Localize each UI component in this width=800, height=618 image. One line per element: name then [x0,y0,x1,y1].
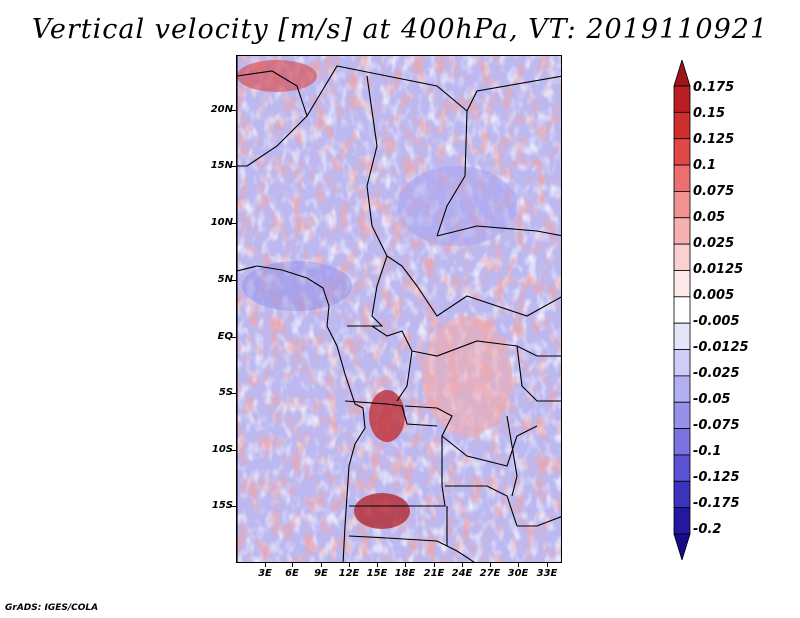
lon-tick [490,563,491,567]
colorbar-segment [673,454,691,482]
latitude-label: 5N [217,274,233,285]
colorbar-label: 0.1 [693,158,717,173]
lon-tick [434,563,435,567]
lon-tick [518,563,519,567]
longitude-label: 27E [479,568,501,579]
chart-title: Vertical velocity [m/s] at 400hPa, VT: 2… [31,14,769,45]
colorbar-label: 0.0125 [693,262,744,277]
lon-tick [462,563,463,567]
strong-ascent-region [354,493,410,529]
latitude-label: 5S [218,387,233,398]
latitude-label: 15N [210,160,233,171]
latitude-label: 10S [211,444,233,455]
longitude-label: 3E [258,568,272,579]
colorbar-label: 0.125 [693,132,735,147]
lat-tick [231,506,236,507]
longitude-label: 12E [338,568,360,579]
longitude-label: 6E [285,568,299,579]
lat-tick [231,223,236,224]
lon-tick [349,563,350,567]
colorbar-label: 0.05 [693,210,726,225]
strong-ascent-region [237,60,317,92]
lon-tick [547,563,548,567]
colorbar-label: 0.075 [693,184,735,199]
colorbar-segment [673,60,691,87]
colorbar-segment [673,217,691,245]
lat-tick [231,280,236,281]
colorbar-label: 0.025 [693,236,735,251]
colorbar-segment [673,85,691,113]
lat-tick [231,110,236,111]
colorbar-label: -0.05 [693,392,731,407]
colorbar-segment [673,111,691,140]
lat-tick [231,450,236,451]
descent-region [242,261,352,311]
latitude-label: 10N [210,217,233,228]
colorbar-segment [673,507,691,535]
colorbar-label: 0.175 [693,80,735,95]
colorbar-label: -0.025 [693,366,740,381]
colorbar-segment [673,296,691,324]
longitude-label: 9E [314,568,328,579]
latitude-label: 20N [210,104,233,115]
ascent-region [422,316,512,436]
latitude-label: 15S [211,500,233,511]
borders [237,56,561,562]
colorbar-segment [673,322,691,350]
lat-tick [231,337,236,338]
footer-credit: GrADS: IGES/COLA [5,603,99,613]
colorbar-label: -0.1 [693,444,722,459]
colorbar-label: -0.125 [693,470,740,485]
colorbar-segment [673,428,691,456]
colorbar-label: -0.175 [693,496,740,511]
lon-tick [377,563,378,567]
colorbar-segment [673,270,691,298]
longitude-label: 15E [366,568,388,579]
lon-tick [292,563,293,567]
longitude-label: 21E [423,568,445,579]
map-canvas [237,56,561,562]
lat-tick [231,393,236,394]
longitude-label: 33E [536,568,558,579]
longitude-label: 18E [394,568,416,579]
colorbar-segment [673,480,691,509]
longitude-label: 30E [507,568,529,579]
lon-tick [265,563,266,567]
velocity-map [236,55,562,563]
longitude-label: 24E [451,568,473,579]
colorbar-segment [673,138,691,166]
colorbar-label: -0.0125 [693,340,749,355]
colorbar-label: 0.15 [693,106,726,121]
colorbar-label: -0.075 [693,418,740,433]
colorbar-segment [673,349,691,377]
lon-tick [405,563,406,567]
colorbar-segment [673,164,691,192]
lon-tick [321,563,322,567]
colorbar-segment [673,533,691,560]
colorbar-segment [673,191,691,219]
colorbar-label: -0.2 [693,522,722,537]
lat-tick [231,166,236,167]
colorbar-label: -0.005 [693,314,740,329]
descent-region [397,166,517,246]
colorbar-segment [673,243,691,271]
colorbar-segment [673,375,691,403]
latitude-label: EQ [217,331,233,342]
colorbar-segment [673,401,691,429]
colorbar-label: 0.005 [693,288,735,303]
colorbar [673,60,691,560]
